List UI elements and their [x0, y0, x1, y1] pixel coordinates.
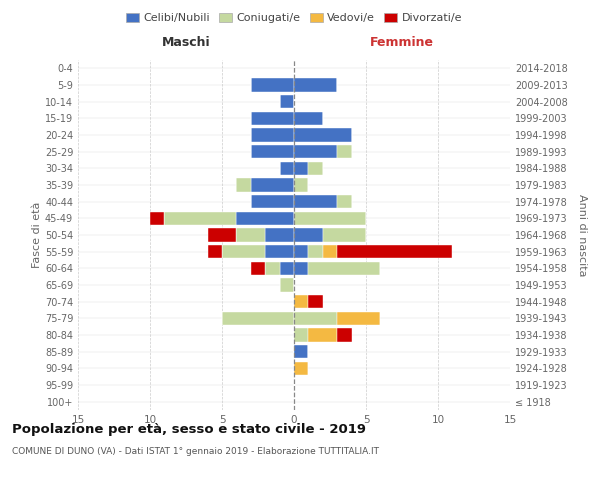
Bar — [236, 212, 294, 225]
Bar — [251, 128, 294, 141]
Y-axis label: Anni di nascita: Anni di nascita — [577, 194, 587, 276]
Bar — [251, 145, 294, 158]
Bar — [294, 162, 308, 175]
Bar — [251, 195, 294, 208]
Bar — [251, 178, 294, 192]
Bar — [236, 178, 251, 192]
Bar — [294, 145, 337, 158]
Bar — [208, 228, 236, 241]
Bar — [308, 295, 323, 308]
Bar — [337, 145, 352, 158]
Bar — [294, 112, 323, 125]
Bar — [308, 162, 323, 175]
Bar — [294, 312, 337, 325]
Bar — [323, 245, 337, 258]
Bar — [280, 262, 294, 275]
Bar — [164, 212, 236, 225]
Bar — [294, 228, 323, 241]
Bar — [280, 278, 294, 291]
Bar — [337, 195, 352, 208]
Bar — [294, 245, 308, 258]
Bar — [150, 212, 164, 225]
Bar — [222, 245, 265, 258]
Bar — [294, 345, 308, 358]
Bar — [337, 245, 452, 258]
Bar — [280, 95, 294, 108]
Bar — [294, 295, 308, 308]
Bar — [251, 262, 265, 275]
Text: Femmine: Femmine — [370, 36, 434, 49]
Bar — [236, 228, 265, 241]
Legend: Celibi/Nubili, Coniugati/e, Vedovi/e, Divorzati/e: Celibi/Nubili, Coniugati/e, Vedovi/e, Di… — [121, 8, 467, 28]
Bar — [323, 228, 366, 241]
Bar — [294, 195, 337, 208]
Bar — [280, 162, 294, 175]
Bar — [222, 312, 294, 325]
Bar — [308, 262, 380, 275]
Bar — [294, 178, 308, 192]
Bar — [337, 328, 352, 342]
Y-axis label: Fasce di età: Fasce di età — [32, 202, 42, 268]
Text: COMUNE DI DUNO (VA) - Dati ISTAT 1° gennaio 2019 - Elaborazione TUTTITALIA.IT: COMUNE DI DUNO (VA) - Dati ISTAT 1° genn… — [12, 448, 379, 456]
Bar — [294, 212, 366, 225]
Bar — [294, 78, 337, 92]
Bar — [294, 328, 308, 342]
Bar — [208, 245, 222, 258]
Bar — [265, 262, 280, 275]
Bar — [294, 128, 352, 141]
Bar — [308, 328, 337, 342]
Text: Popolazione per età, sesso e stato civile - 2019: Popolazione per età, sesso e stato civil… — [12, 422, 366, 436]
Bar — [337, 312, 380, 325]
Bar — [294, 362, 308, 375]
Bar — [308, 245, 323, 258]
Bar — [251, 78, 294, 92]
Text: Maschi: Maschi — [161, 36, 211, 49]
Bar — [294, 262, 308, 275]
Bar — [265, 245, 294, 258]
Bar — [251, 112, 294, 125]
Bar — [265, 228, 294, 241]
